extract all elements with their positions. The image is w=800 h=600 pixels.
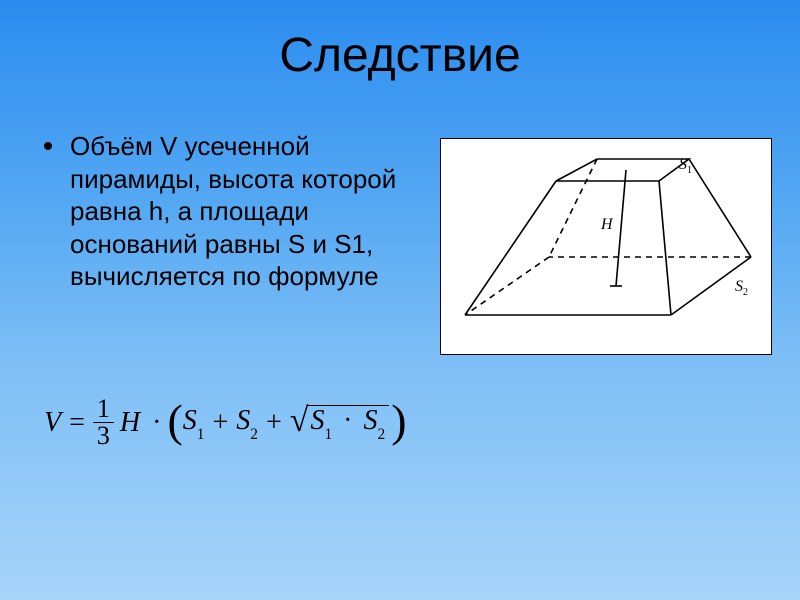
formula-height: H — [120, 407, 140, 439]
S-sym: S — [183, 405, 197, 436]
radicand: S1 · S2 — [308, 405, 389, 441]
slide: Следствие Объём V усеченной пирамиды, вы… — [0, 0, 800, 600]
formula-S2: S2 — [236, 405, 258, 441]
formula-fraction: 1 3 — [93, 396, 114, 449]
volume-formula: V = 1 3 H · ( S1 + S2 + √ S1 · S2 ) — [44, 396, 407, 449]
formula-plus-2: + — [266, 407, 282, 439]
formula-open-paren: ( — [167, 394, 182, 447]
slide-body-text: Объём V усеченной пирамиды, высота котор… — [70, 130, 410, 293]
svg-text:S2: S2 — [735, 278, 748, 298]
bullet-icon — [44, 142, 52, 150]
formula-lhs: V — [44, 407, 61, 439]
formula-sqrt: √ S1 · S2 — [290, 405, 389, 441]
slide-title: Следствие — [0, 28, 800, 83]
formula-dot-2: · — [343, 405, 352, 436]
fraction-num: 1 — [93, 396, 114, 422]
formula-S1: S1 — [183, 405, 205, 441]
rad-S2-sub: 2 — [378, 426, 386, 443]
formula-eq: = — [69, 407, 85, 439]
fraction-den: 3 — [93, 423, 114, 449]
frustum-figure: S1S2H — [440, 138, 772, 355]
formula-plus-1: + — [213, 407, 229, 439]
rad-S2: S — [364, 405, 378, 436]
S1-sub: 1 — [197, 426, 205, 443]
formula-close-paren: ) — [391, 394, 406, 447]
rad-S1-sub: 1 — [324, 426, 332, 443]
formula-dot-1: · — [152, 407, 161, 439]
S-sym-2: S — [236, 405, 250, 436]
svg-text:H: H — [600, 216, 614, 233]
frustum-diagram: S1S2H — [441, 139, 771, 349]
S2-sub: 2 — [250, 426, 258, 443]
rad-S1: S — [310, 405, 324, 436]
surd-icon: √ — [290, 407, 309, 434]
